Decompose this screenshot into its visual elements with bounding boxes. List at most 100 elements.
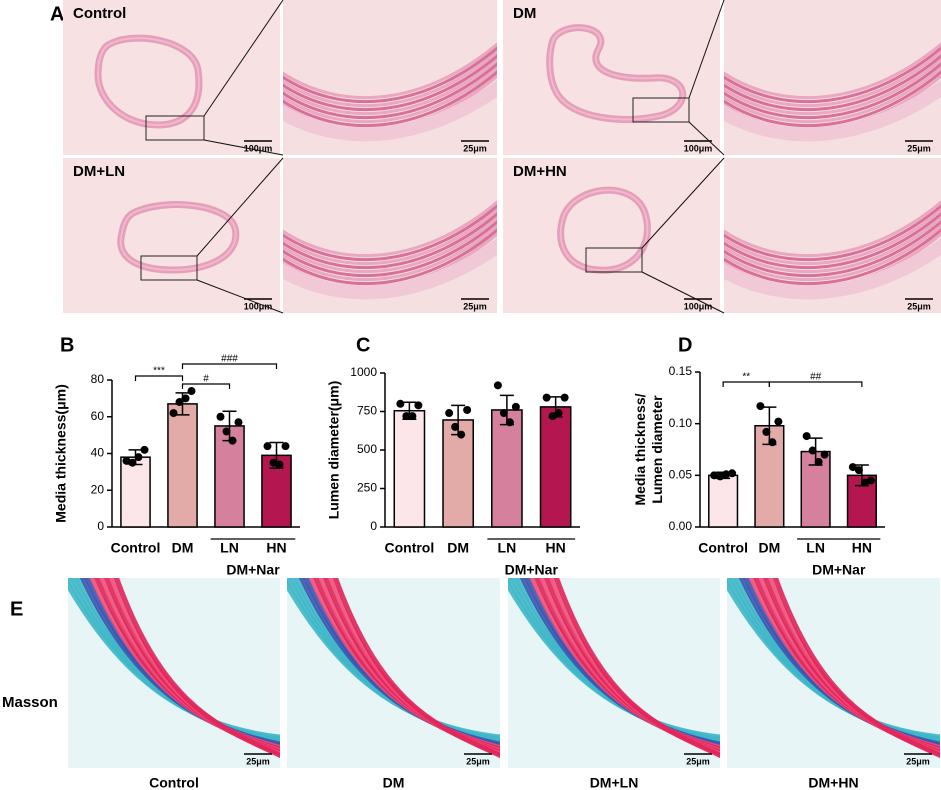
connector (688, 0, 725, 99)
data-point (511, 402, 520, 411)
tissue-layer (283, 220, 497, 278)
micrograph: 25μm (283, 0, 497, 155)
x-tick-label: LN (806, 540, 825, 556)
x-tick-label: HN (852, 540, 872, 556)
tissue-layer (283, 46, 497, 104)
data-point (408, 412, 417, 421)
data-point (854, 466, 863, 475)
data-point (281, 442, 290, 451)
tissue-layer (332, 578, 500, 759)
vessel-lumen (119, 203, 237, 272)
x-tick-label: LN (220, 540, 239, 556)
data-point (181, 394, 190, 403)
x-tick-label: DM (758, 540, 780, 556)
scale-label: 25μm (906, 756, 930, 766)
significance-bracket (722, 381, 770, 387)
y-tick-label: 40 (91, 446, 105, 460)
scale-label: 100μm (244, 143, 273, 153)
x-tick-label: Control (111, 540, 161, 556)
data-point (554, 409, 563, 418)
tissue-layer (724, 224, 941, 282)
scale-label: 100μm (684, 143, 713, 153)
panel-label: C (356, 334, 370, 356)
tissue-layer (283, 212, 497, 270)
significance-label: # (203, 374, 209, 385)
data-point (128, 458, 137, 467)
y-tick-label: 500 (357, 442, 377, 456)
inset-box (140, 255, 198, 281)
data-point (414, 401, 423, 410)
y-axis-label: Lumen diameter(μm) (326, 381, 342, 519)
y-axis-label: Media thickness(μm) (53, 384, 69, 523)
data-point (548, 412, 557, 421)
scale-label: 25μm (246, 756, 270, 766)
data-point (175, 398, 184, 407)
data-point (716, 472, 725, 481)
image-label: DM+HN (808, 775, 858, 790)
data-point (263, 442, 272, 451)
connector (641, 157, 725, 249)
adventitia (283, 237, 497, 300)
bar (167, 403, 198, 528)
tissue-layer (724, 216, 941, 274)
data-point (169, 409, 178, 418)
data-point (445, 409, 454, 418)
tissue-layer (283, 228, 497, 286)
y-axis-label: Media thickness/ (632, 393, 648, 505)
tissue-layer (283, 200, 497, 258)
tissue-layer (724, 220, 941, 278)
significance-label: ### (221, 354, 238, 365)
tissue-layer (283, 216, 497, 274)
data-point (396, 399, 405, 408)
image-label: DM+LN (590, 775, 639, 790)
micrograph: 25μm (68, 578, 280, 768)
data-point (860, 478, 869, 487)
data-point (814, 457, 823, 466)
y-tick-label: 0.10 (669, 416, 693, 430)
data-point (234, 418, 243, 427)
x-tick-label: DM (172, 540, 194, 556)
image-label: Control (73, 5, 126, 22)
bar (539, 406, 572, 528)
group-label: DM+Nar (505, 562, 559, 578)
data-point (222, 427, 231, 436)
data-point (122, 456, 131, 465)
connector (641, 271, 725, 314)
scale-label: 25μm (463, 301, 487, 311)
bar (261, 454, 292, 528)
x-tick-label: LN (498, 540, 517, 556)
data-point (505, 418, 514, 427)
data-point (451, 422, 460, 431)
tissue-layer (283, 62, 497, 120)
panel-label: E (10, 598, 23, 620)
tissue-layer (283, 204, 497, 262)
image-label: DM+HN (513, 163, 567, 180)
image-label: DM (383, 775, 405, 790)
data-point (866, 476, 875, 485)
data-point (722, 470, 731, 479)
y-axis-label: Lumen diameter (649, 395, 665, 504)
y-tick-label: 0 (97, 519, 104, 533)
x-tick-label: HN (266, 540, 286, 556)
image-label: DM (513, 5, 536, 22)
micrograph: DM 100μm (503, 0, 720, 155)
micrograph: 25μm (724, 158, 941, 313)
bar (120, 456, 151, 528)
significance-label: *** (153, 366, 165, 377)
row-label: Masson (2, 694, 58, 711)
micrograph: 25μm (508, 578, 720, 768)
y-tick-label: 20 (91, 482, 105, 496)
inset-box (145, 115, 205, 141)
tissue-layer (724, 42, 941, 100)
tissue-layer (283, 42, 497, 100)
tissue-layer (724, 70, 941, 128)
micrograph: DM+HN 100μm (503, 158, 720, 313)
scale-label: 100μm (684, 301, 713, 311)
tissue-layer (724, 66, 941, 124)
tissue-layer (724, 62, 941, 120)
data-point (140, 445, 149, 454)
data-point (756, 402, 765, 411)
tissue-layer (283, 50, 497, 108)
vessel-lumen (96, 37, 200, 127)
vessel-lumen (548, 26, 684, 121)
